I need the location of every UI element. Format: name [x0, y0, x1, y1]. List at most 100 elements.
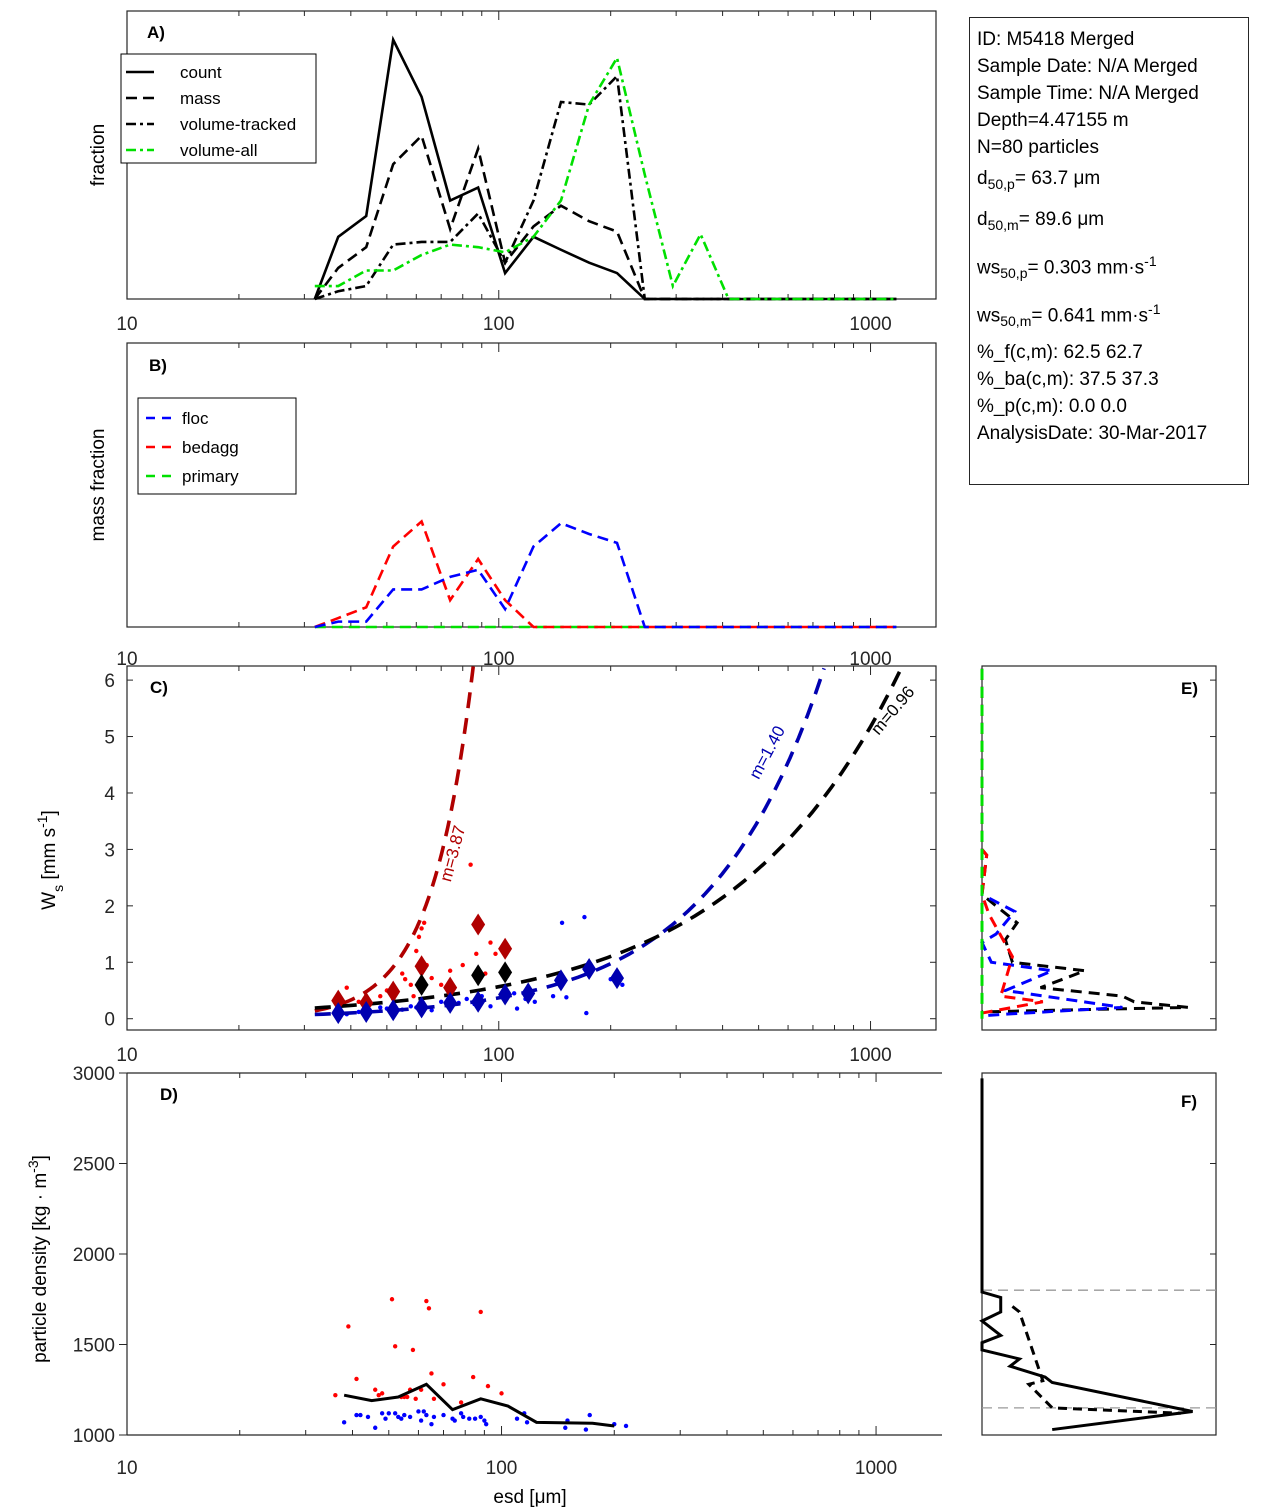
info-line: d50,p= 63.7 μm	[977, 168, 1101, 192]
info-line: Sample Date: N/A Merged	[977, 56, 1198, 77]
particle-bedagg	[389, 1297, 395, 1302]
series-mass	[313, 133, 897, 301]
info-line: ws50,p= 0.303 mm·s-1	[977, 252, 1157, 281]
particle-floc	[438, 999, 444, 1004]
panel-b-legend: floc bedagg primary	[137, 397, 297, 495]
mean-marker-floc	[498, 983, 513, 1006]
info-line: Sample Time: N/A Merged	[977, 83, 1199, 104]
panel-a-label: A)	[147, 23, 165, 42]
hist-density-all	[979, 1078, 1193, 1432]
particle-bedagg	[421, 920, 427, 925]
particle-floc	[421, 1409, 426, 1414]
particle-floc	[482, 1418, 487, 1423]
particle-floc	[358, 1412, 363, 1418]
particle-floc	[532, 999, 537, 1004]
fit-bedagg-fit	[314, 666, 476, 1013]
x-tick-label: 10	[116, 314, 137, 335]
mean-marker-bedagg	[414, 955, 429, 978]
particle-bedagg	[346, 1324, 351, 1329]
particle-bedagg	[354, 1376, 359, 1382]
panel-f-series	[979, 1078, 1193, 1432]
particle-floc	[452, 1418, 457, 1423]
panel-e-label: E)	[1181, 679, 1198, 698]
panel-c-frame	[126, 665, 937, 1031]
panel-a-legend: count mass volume-tracked volume-all	[120, 53, 317, 164]
mean-marker-bedagg	[498, 937, 513, 960]
legend-label-mass: mass	[180, 89, 221, 108]
panel-c-label: C)	[150, 678, 168, 697]
mean-marker-all	[414, 973, 429, 996]
particle-bedagg	[485, 1383, 491, 1389]
x-tick-label: 100	[483, 1045, 515, 1066]
particle-bedagg	[414, 948, 419, 954]
particle-floc	[483, 1421, 489, 1427]
particle-floc	[559, 920, 565, 925]
particle-bedagg	[373, 1387, 378, 1392]
axis-label-part: [mm s	[39, 828, 60, 885]
x-tick-label: 10	[116, 1045, 137, 1066]
panel-b-x-ticks: 10 100 1000	[116, 343, 892, 670]
particle-floc	[478, 1414, 483, 1420]
x-tick-label: 1000	[849, 314, 891, 335]
panel-e-frame	[981, 665, 1217, 1031]
fit-all-fit	[314, 670, 902, 1010]
particle-floc	[429, 1008, 434, 1013]
mean-marker-bedagg	[471, 913, 486, 936]
panel-f-y-ticks	[1210, 1072, 1216, 1436]
y-tick-label: 2	[104, 897, 115, 918]
panel-d-x-ticks: 10 100 1000	[116, 1073, 897, 1479]
sample-info-lines: ID: M5418 Merged Sample Date: N/A Merged S…	[977, 26, 1248, 447]
particle-bedagg	[408, 982, 414, 988]
particle-floc	[514, 1006, 520, 1011]
particle-floc	[383, 1416, 388, 1421]
particle-floc	[524, 1420, 530, 1425]
y-tick-label: 2500	[73, 1155, 115, 1176]
axis-label-part: -1	[34, 815, 50, 828]
particle-bedagg	[400, 971, 405, 976]
particle-bedagg	[376, 1392, 381, 1398]
y-tick-label: 4	[104, 784, 115, 805]
axis-label-part: ]	[39, 810, 60, 815]
axis-label-part: particle density [kg · m	[30, 1173, 51, 1363]
particle-floc	[373, 1425, 378, 1430]
particle-bedagg	[424, 1298, 429, 1304]
hist-density-mass	[1011, 1305, 1181, 1415]
fit-label-floc-fit: m=1.40	[745, 723, 789, 782]
y-tick-label: 6	[104, 671, 115, 692]
particle-floc	[564, 995, 569, 1000]
particle-floc	[402, 1412, 407, 1418]
panel-c-ylabel: Ws [mm s-1]	[34, 810, 66, 910]
particle-bedagg	[416, 934, 422, 940]
mean-marker-floc	[553, 969, 568, 992]
particle-floc	[583, 1427, 589, 1432]
panel-b-ylabel: mass fraction	[88, 429, 109, 542]
particle-bedagg	[413, 1396, 418, 1402]
particle-bedagg	[429, 1371, 434, 1376]
particle-floc	[511, 991, 517, 996]
info-line: ws50,m= 0.641 mm·s-1	[977, 300, 1161, 329]
axis-label-part: ]	[30, 1155, 51, 1160]
mean-marker-bedagg	[331, 989, 346, 1012]
sample-info-box: ID: M5418 Merged Sample Date: N/A Merged S…	[969, 17, 1249, 485]
particle-bedagg	[474, 951, 479, 957]
panel-f-frame	[981, 1072, 1217, 1436]
panel-a-ylabel: fraction	[88, 124, 109, 186]
x-tick-label: 100	[483, 649, 515, 670]
particle-bedagg	[447, 968, 453, 973]
particle-bedagg	[460, 962, 465, 968]
particle-bedagg	[344, 985, 349, 990]
panel-a-series	[313, 35, 897, 301]
x-tick-label: 10	[116, 649, 137, 670]
particle-floc	[514, 1416, 520, 1421]
info-line: %_p(c,m): 0.0 0.0	[977, 395, 1127, 417]
particle-floc	[441, 1412, 446, 1418]
particle-floc	[472, 1416, 478, 1421]
panel-f-label: F)	[1181, 1092, 1197, 1111]
legend-label-volume-tracked: volume-tracked	[180, 115, 296, 134]
y-tick-label: 1	[104, 953, 115, 974]
particle-floc	[467, 1416, 472, 1421]
mean-marker-bedagg	[386, 980, 401, 1003]
particle-floc	[392, 1411, 398, 1416]
particle-bedagg	[411, 993, 416, 999]
particle-bedagg	[470, 1374, 476, 1380]
